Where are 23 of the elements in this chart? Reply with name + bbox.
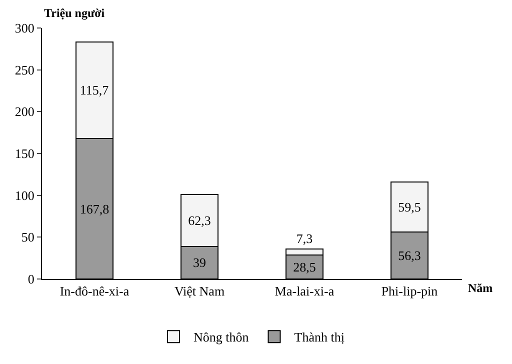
y-tick-label: 200 bbox=[14, 104, 34, 120]
data-label: 167,8 bbox=[80, 201, 110, 216]
x-axis-title: Năm bbox=[468, 281, 493, 295]
data-label: 59,5 bbox=[398, 200, 421, 215]
x-tick-label: Ma-lai-xi-a bbox=[274, 284, 334, 299]
data-label: 28,5 bbox=[293, 260, 316, 275]
x-tick-label: Phi-lip-pin bbox=[381, 284, 438, 299]
legend-label: Nông thôn bbox=[194, 330, 250, 345]
data-label: 39 bbox=[193, 255, 206, 270]
legend-label: Thành thị bbox=[294, 330, 345, 345]
data-label: 115,7 bbox=[80, 82, 110, 98]
x-tick-label: In-đô-nê-xi-a bbox=[60, 284, 130, 299]
y-tick-label: 150 bbox=[14, 146, 34, 162]
y-axis-title: Triệu người bbox=[44, 6, 106, 20]
y-tick-label: 100 bbox=[14, 188, 34, 203]
y-tick-label: 50 bbox=[21, 230, 34, 245]
data-label: 62,3 bbox=[188, 212, 211, 228]
y-tick-label: 250 bbox=[14, 62, 34, 78]
data-label: 7,3 bbox=[296, 231, 313, 246]
y-tick-label: 0 bbox=[28, 272, 34, 287]
x-tick-label: Việt Nam bbox=[174, 284, 225, 299]
y-tick-label: 300 bbox=[14, 20, 34, 36]
data-label: 56,3 bbox=[398, 248, 421, 263]
